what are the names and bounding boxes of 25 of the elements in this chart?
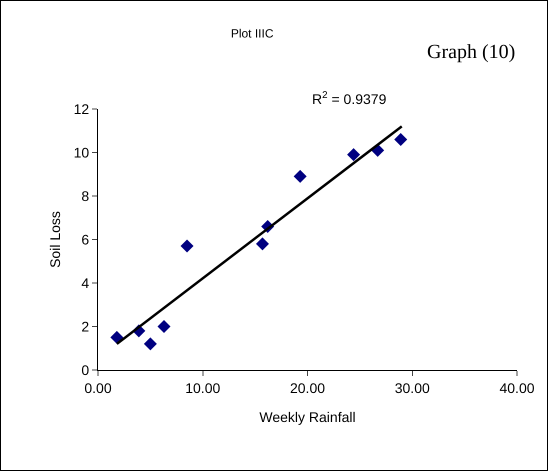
point (294, 170, 307, 183)
point (110, 330, 124, 344)
x-tick-label: 30.00 (394, 380, 430, 396)
point (157, 320, 170, 333)
x-tick-label: 10.00 (185, 380, 220, 396)
y-axis-title: Soil Loss (47, 211, 63, 268)
y-tick-label: 10 (74, 144, 90, 160)
x-tick-label: 20.00 (290, 380, 326, 396)
point (256, 237, 269, 250)
y-tick-label: 8 (81, 188, 90, 204)
x-axis-title: Weekly Rainfall (259, 409, 356, 425)
y-tick-label: 0 (81, 362, 90, 378)
y-tick-label: 2 (81, 318, 90, 334)
x-tick-label: 0.00 (84, 380, 112, 396)
point (144, 337, 157, 350)
point (180, 240, 194, 253)
y-tick-label: 4 (81, 274, 90, 291)
text: R$^{2}$ = 0.9379 (312, 90, 387, 107)
point (394, 132, 408, 146)
text: Graph (10) (427, 41, 516, 63)
x-tick-label: 40.00 (499, 380, 535, 396)
chart-title: Plot IIIC (230, 26, 274, 41)
point (347, 148, 360, 162)
y-tick-label: 12 (74, 100, 90, 117)
y-tick-label: 6 (81, 231, 90, 248)
